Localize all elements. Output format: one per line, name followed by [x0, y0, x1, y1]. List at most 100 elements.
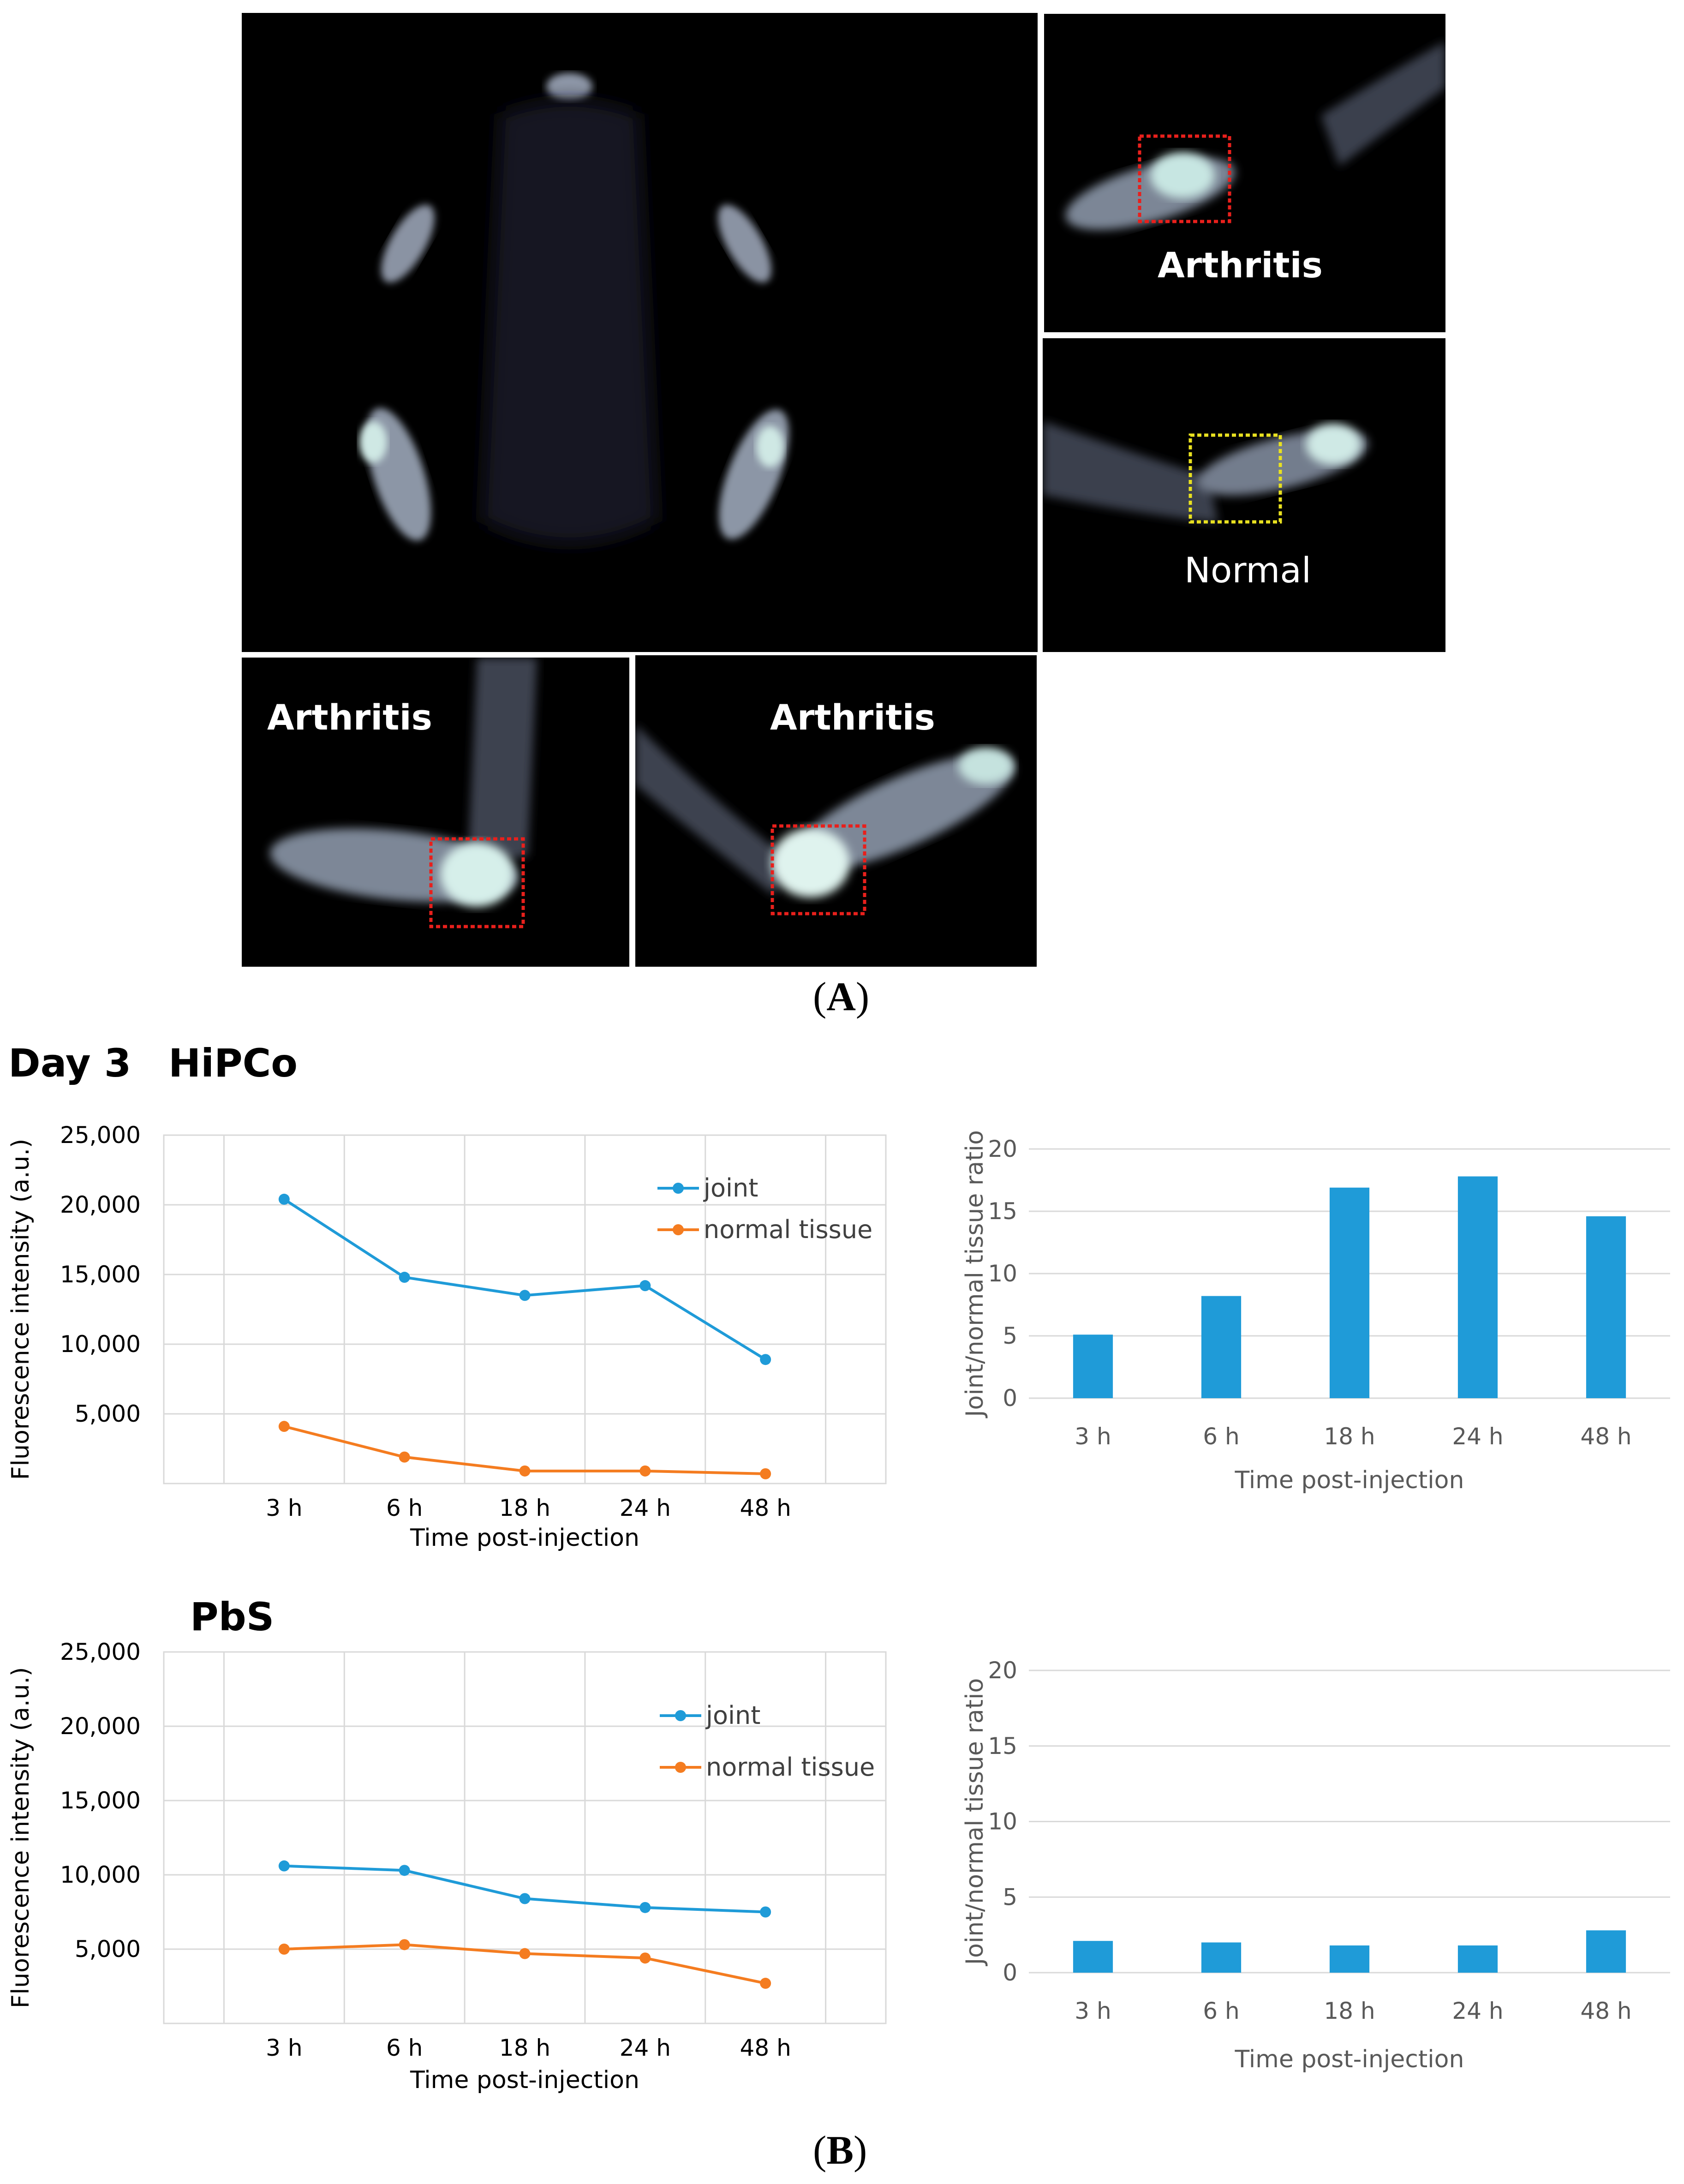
x-tick-label: 3 h [266, 1495, 302, 1521]
data-point [278, 1421, 290, 1432]
arthritis-paw-bottom-middle: Arthritis [635, 655, 1037, 967]
x-axis-title: Time post-injection [1235, 1466, 1464, 1494]
y-tick-label: 0 [1003, 1385, 1017, 1412]
hipco-line-chart: 5,000 10,000 15,000 20,000 25,000 3 h 6 h 18 h 2… [7, 1122, 887, 1552]
data-point [760, 1468, 771, 1479]
y-tick-label: 10,000 [60, 1861, 141, 1888]
y-tick-label: 25,000 [60, 1122, 141, 1149]
x-tick-label: 6 h [386, 2034, 423, 2061]
bar [1201, 1942, 1242, 1973]
normal-paw-middle-right: Normal [1043, 338, 1445, 652]
mouse-silhouette [359, 73, 789, 544]
series-line-0 [284, 1864, 766, 1914]
x-tick-label: 24 h [620, 2034, 671, 2061]
data-point [278, 1193, 290, 1205]
y-tick-label: 10 [988, 1808, 1017, 1835]
legend-label: joint [705, 1701, 760, 1730]
pbs-line-chart: 5,000 10,000 15,000 20,000 25,000 3 h 6 h 18 h 2… [7, 1639, 887, 2094]
roi-box-normal [1188, 433, 1282, 524]
x-tick-label: 3 h [1075, 1423, 1111, 1450]
bar [1457, 1176, 1498, 1398]
x-tick-label: 18 h [1324, 1998, 1375, 2024]
y-tick-label: 20,000 [60, 1713, 141, 1740]
data-point [278, 1860, 290, 1872]
y-tick-label: 5,000 [75, 1936, 141, 1963]
data-point [399, 1272, 410, 1283]
y-tick-label: 15 [988, 1198, 1017, 1225]
group-label-pbs: PbS [190, 1594, 275, 1639]
x-tick-label: 48 h [1580, 1423, 1631, 1450]
x-axis-title: Time post-injection [410, 2066, 639, 2094]
data-point [278, 1944, 290, 1955]
y-axis-title: Fluorescence intensity (a.u.) [7, 1667, 35, 2009]
roi-box-arthritis [1138, 134, 1231, 223]
bar [1586, 1216, 1626, 1398]
y-axis-title: Fluorescence intensity (a.u.) [7, 1139, 35, 1480]
y-tick-label: 5 [1003, 1884, 1017, 1910]
x-tick-label: 24 h [1452, 1423, 1503, 1450]
series-line-0 [283, 1198, 766, 1361]
data-point [519, 1948, 531, 1959]
legend-label: joint [703, 1173, 758, 1203]
data-point [760, 1354, 771, 1365]
hipco-ratio-bar-chart: 0 5 10 15 20 3 h 6 h 18 h 24 h 48 h Time post-inje… [961, 1131, 1670, 1494]
x-tick-label: 6 h [386, 1495, 423, 1521]
arthritis-paw-top-right: Arthritis [1044, 14, 1445, 332]
panel-label-arthritis: Arthritis [267, 697, 432, 738]
legend-label: normal tissue [706, 1753, 875, 1782]
data-point [399, 1865, 410, 1876]
figure-letter-a: (A) [813, 975, 870, 1019]
y-tick-label: 20,000 [60, 1191, 141, 1218]
x-axis-title: Time post-injection [410, 1524, 639, 1552]
bar [1073, 1941, 1113, 1973]
bar [1201, 1296, 1242, 1398]
x-tick-label: 48 h [1580, 1998, 1631, 2024]
group-label-hipco: HiPCo [168, 1041, 298, 1086]
x-tick-label: 6 h [1203, 1998, 1239, 2024]
data-point [399, 1939, 410, 1951]
y-tick-label: 15,000 [60, 1787, 141, 1814]
y-tick-label: 0 [1003, 1959, 1017, 1986]
data-point [399, 1451, 410, 1463]
x-tick-label: 18 h [1324, 1423, 1375, 1450]
data-point [639, 1952, 651, 1964]
panel-label-normal: Normal [1184, 550, 1311, 591]
bar [1329, 1187, 1370, 1398]
y-axis-title: Joint/normal tissue ratio [961, 1131, 989, 1418]
legend-label: normal tissue [704, 1215, 872, 1244]
x-tick-label: 3 h [1075, 1998, 1111, 2024]
y-tick-label: 15,000 [60, 1261, 141, 1288]
arthritis-paw-bottom-left: Arthritis [242, 658, 629, 967]
y-tick-label: 20 [988, 1136, 1017, 1162]
y-tick-label: 10,000 [60, 1331, 141, 1358]
panel-label-arthritis: Arthritis [770, 697, 935, 738]
x-tick-label: 3 h [266, 2034, 302, 2061]
y-tick-label: 5,000 [75, 1400, 141, 1427]
data-point [639, 1280, 651, 1292]
day-label: Day 3 [8, 1041, 131, 1086]
data-point [639, 1465, 651, 1477]
bar [1073, 1334, 1113, 1398]
y-tick-label: 5 [1003, 1322, 1017, 1349]
x-tick-label: 48 h [740, 2034, 791, 2061]
legend-swatch-marker [673, 1224, 684, 1235]
y-tick-label: 25,000 [60, 1639, 141, 1665]
x-tick-label: 24 h [620, 1495, 671, 1521]
bar [1329, 1945, 1370, 1973]
legend-swatch-marker [675, 1710, 686, 1721]
legend-swatch-marker [673, 1183, 684, 1194]
x-tick-label: 6 h [1203, 1423, 1239, 1450]
bar [1457, 1945, 1498, 1973]
data-point [639, 1902, 651, 1913]
x-tick-label: 48 h [740, 1495, 791, 1521]
x-tick-label: 18 h [499, 1495, 550, 1521]
y-axis-title: Joint/normal tissue ratio [961, 1678, 989, 1967]
data-point [519, 1465, 531, 1477]
figure-letter-b: (B) [813, 2128, 867, 2173]
y-tick-label: 20 [988, 1657, 1017, 1684]
data-point [760, 1978, 771, 1989]
y-tick-label: 15 [988, 1733, 1017, 1759]
y-tick-label: 10 [988, 1260, 1017, 1287]
x-tick-label: 24 h [1452, 1998, 1503, 2024]
data-point [519, 1893, 531, 1904]
